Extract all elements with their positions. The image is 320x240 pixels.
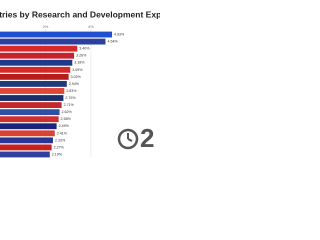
chart: ntries by Research and Development Expe … xyxy=(0,9,160,158)
x-tick-label: 4% xyxy=(88,24,94,29)
x-tick-label: 2% xyxy=(43,24,49,29)
chart-title: ntries by Research and Development Expe xyxy=(0,9,160,19)
bar xyxy=(0,151,50,158)
bar xyxy=(0,123,57,130)
value-label: 3.40% xyxy=(79,47,90,51)
bar xyxy=(0,59,73,66)
value-label: 3.02% xyxy=(71,75,82,79)
bar xyxy=(0,66,71,73)
bar xyxy=(0,31,113,38)
value-label: 4.64% xyxy=(107,40,118,44)
value-label: 3.09% xyxy=(72,68,83,72)
value-label: 2.33% xyxy=(55,138,66,142)
value-label: 3.18% xyxy=(74,61,85,65)
bar xyxy=(0,137,53,144)
value-label: 4.93% xyxy=(114,32,125,36)
bar xyxy=(0,73,69,80)
bar xyxy=(0,38,106,45)
value-label: 2.41% xyxy=(57,131,68,135)
value-label: 2.83% xyxy=(66,89,77,93)
value-label: 2.27% xyxy=(54,145,65,149)
bar xyxy=(0,88,65,94)
value-label: 2.58% xyxy=(61,117,72,121)
bar xyxy=(0,109,60,116)
bar xyxy=(0,52,75,59)
bar xyxy=(0,45,78,52)
value-label: 2.79% xyxy=(65,96,76,100)
bar xyxy=(0,80,67,87)
year-label: 2 xyxy=(140,123,154,153)
bar xyxy=(0,102,62,109)
bar xyxy=(0,130,55,137)
value-label: 3.26% xyxy=(76,54,87,58)
clock-icon xyxy=(117,128,139,150)
value-label: 2.19% xyxy=(52,152,63,156)
value-label: 2.49% xyxy=(59,124,70,128)
bar xyxy=(0,144,52,151)
value-label: 2.94% xyxy=(69,82,80,86)
value-label: 2.62% xyxy=(62,110,73,114)
bar xyxy=(0,95,64,101)
bar xyxy=(0,116,59,123)
value-label: 2.71% xyxy=(64,103,75,107)
